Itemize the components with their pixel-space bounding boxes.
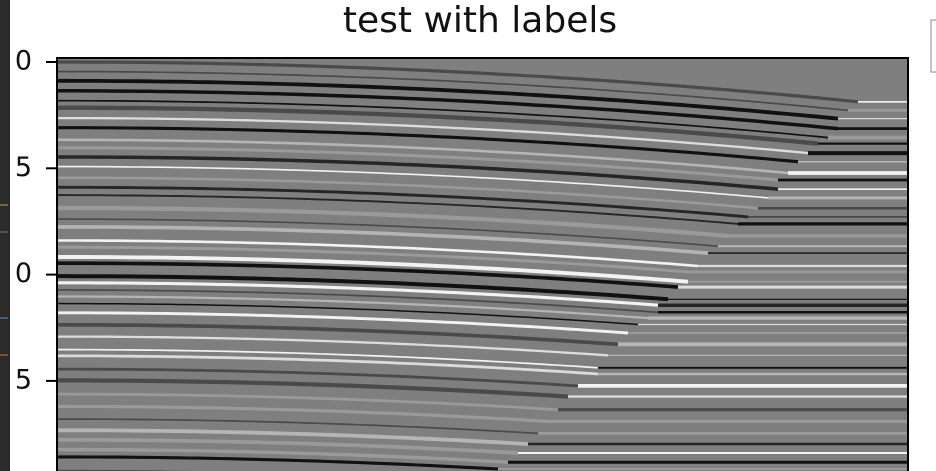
reflector-curve [58,99,829,139]
reflector-curve [58,261,679,289]
reflector-curve [58,302,639,326]
reflector-curve [58,89,839,131]
reflector-curve [58,218,719,247]
y-tick-label: 0 [15,258,32,289]
reflector-curve [58,437,519,455]
reflector-curve [58,185,749,219]
reflector-curve [58,60,859,104]
reflector-curve [58,255,689,284]
y-tick-label: 5 [15,152,32,183]
reflector-curve [58,274,669,302]
reflector-curve [58,194,739,225]
reflector-curve [58,70,849,112]
reflector-curve [58,146,779,182]
reflector-curve [58,348,599,369]
reflector-curve [58,289,659,314]
reflector-curve [58,404,549,423]
reflector-curve [58,378,569,399]
reflector-curve [58,367,579,388]
reflector-curve [58,354,599,376]
reflector-curve [58,165,769,199]
reflector-curve [58,116,809,155]
reflector-curve [58,322,619,347]
reflector-curve [58,205,729,239]
y-tick-label: 5 [15,364,32,395]
reflector-curve [58,311,629,335]
reflector-curve [58,225,709,255]
reflector-curve [58,126,799,164]
reflector-curve [58,295,649,320]
reflector-curve [58,418,539,435]
reflector-curve [58,392,559,412]
reflector-curve [58,176,759,210]
reflector-curve [58,455,499,471]
y-axis: 0 5 0 5 [15,46,57,395]
reflector-curve [58,281,659,307]
reflector-curve [58,78,839,121]
side-panel-edge [930,19,936,73]
reflector-curve [58,245,689,274]
axes-frame [56,57,909,471]
y-tick-label: 0 [15,46,32,77]
reflector-curve [58,447,509,464]
reflector-curve [58,155,779,191]
reflector-curve [58,428,529,446]
reflector-curve [58,138,789,175]
reflector-curve [58,335,609,357]
plot-title: test with labels [343,0,617,41]
left-editor-strip [0,0,10,471]
reflector-curve [58,239,699,268]
reflector-curve [58,105,819,146]
image [58,59,907,471]
